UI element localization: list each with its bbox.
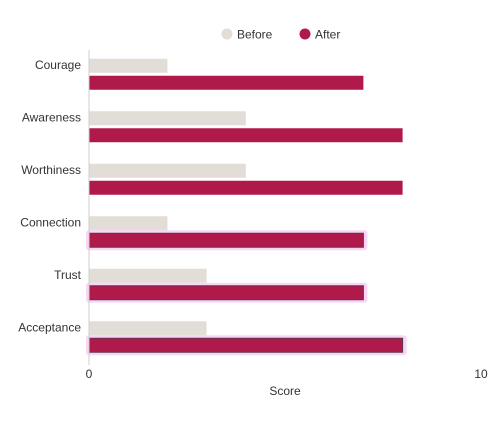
bar-after-awareness xyxy=(89,128,403,143)
legend-swatch-after xyxy=(299,28,311,40)
legend-label-after: After xyxy=(315,28,340,42)
x-axis-title: Score xyxy=(269,384,301,398)
bar-after-courage xyxy=(89,75,364,90)
bar-after-acceptance xyxy=(88,337,404,353)
bar-before-connection xyxy=(89,216,168,231)
legend: Before After xyxy=(221,28,340,42)
y-tick-label-connection: Connection xyxy=(20,215,81,229)
legend-swatch-before xyxy=(221,28,233,40)
legend-label-before: Before xyxy=(237,28,273,42)
bar-before-worthiness xyxy=(89,163,246,178)
x-tick-label-0: 0 xyxy=(86,367,93,381)
bar-before-acceptance xyxy=(89,321,207,336)
x-tick-label-10: 10 xyxy=(474,367,488,381)
bar-after-connection xyxy=(88,232,364,248)
y-tick-label-acceptance: Acceptance xyxy=(18,320,81,334)
y-tick-label-worthiness: Worthiness xyxy=(21,163,81,177)
bar-before-courage xyxy=(89,58,168,73)
x-axis: 0 10 xyxy=(86,367,488,381)
y-tick-label-awareness: Awareness xyxy=(22,110,81,124)
bar-after-worthiness xyxy=(89,180,403,195)
bar-before-trust xyxy=(89,268,207,283)
bar-after-trust xyxy=(88,285,364,301)
bar-before-awareness xyxy=(89,111,246,126)
bars xyxy=(86,58,407,356)
y-tick-label-courage: Courage xyxy=(35,58,81,72)
y-tick-label-trust: Trust xyxy=(54,268,82,282)
y-axis: Courage Awareness Worthiness Connection Trus… xyxy=(18,50,90,365)
